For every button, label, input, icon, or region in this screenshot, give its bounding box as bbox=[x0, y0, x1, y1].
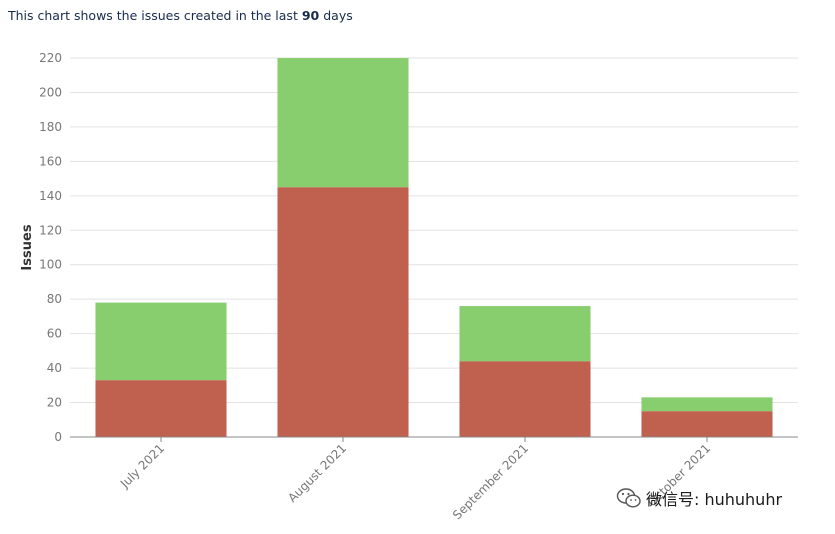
y-tick-label: 200 bbox=[39, 85, 62, 99]
y-tick-label: 160 bbox=[39, 154, 62, 168]
caption-prefix: This chart shows the issues created in t… bbox=[8, 8, 298, 23]
y-axis-label: Issues bbox=[20, 224, 35, 270]
bar-segment-top bbox=[277, 58, 409, 188]
watermark: 微信号: huhuhuhr bbox=[616, 486, 782, 510]
caption-days: 90 bbox=[301, 8, 320, 23]
y-tick-label: 100 bbox=[39, 258, 62, 272]
bar-segment-bottom bbox=[641, 411, 773, 437]
y-tick-label: 80 bbox=[47, 292, 62, 306]
bar-segment-top bbox=[641, 397, 773, 412]
bar-segment-bottom bbox=[95, 380, 227, 437]
x-tick-label: July 2021 bbox=[117, 441, 167, 491]
wechat-icon bbox=[616, 488, 641, 508]
x-tick-label: August 2021 bbox=[285, 441, 349, 505]
y-tick-label: 180 bbox=[39, 120, 62, 134]
bar-segment-top bbox=[95, 302, 227, 381]
bars bbox=[95, 58, 773, 437]
y-tick-label: 140 bbox=[39, 189, 62, 203]
y-tick-label: 120 bbox=[39, 223, 62, 237]
y-tick-label: 20 bbox=[47, 396, 62, 410]
x-tick-label: September 2021 bbox=[450, 441, 531, 522]
bar-segment-top bbox=[459, 306, 591, 362]
chart-caption: This chart shows the issues created in t… bbox=[8, 8, 353, 23]
y-tick-label: 40 bbox=[47, 361, 62, 375]
watermark-text: 微信号: huhuhuhr bbox=[646, 490, 783, 509]
bar-segment-bottom bbox=[277, 187, 409, 437]
y-tick-label: 220 bbox=[39, 51, 62, 65]
y-tick-label: 60 bbox=[47, 327, 62, 341]
axes: 0 20 40 60 80 100 120 140 160 180 200 220 July 2021 A… bbox=[39, 51, 798, 522]
bar-segment-bottom bbox=[459, 361, 591, 437]
caption-suffix: days bbox=[323, 8, 353, 23]
y-tick-label: 0 bbox=[54, 430, 62, 444]
